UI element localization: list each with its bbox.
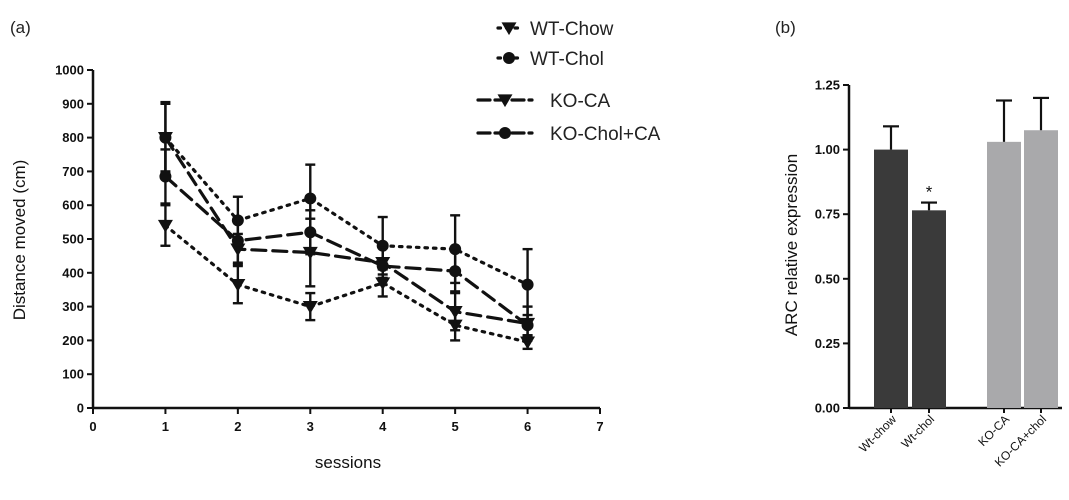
legend-label: WT-Chol bbox=[530, 49, 604, 70]
significance-annotation: * bbox=[926, 183, 933, 202]
panel-b-label: (b) bbox=[775, 18, 796, 37]
series-line bbox=[163, 136, 530, 287]
bar-y-tick-label: 0.25 bbox=[815, 336, 840, 351]
bar-y-tick-label: 0.00 bbox=[815, 401, 840, 416]
bar-y-axis-title: ARC relative expression bbox=[782, 154, 801, 336]
y-tick-label: 600 bbox=[62, 198, 84, 213]
panel-a-axes: 0 100 200 300 400 500 600 700 800 900 1000 0 1 2 3 4 5 6 7 bbox=[55, 63, 604, 435]
bar bbox=[874, 149, 908, 408]
legend-marker bbox=[501, 22, 517, 36]
legend-label: KO-Chol+CA bbox=[550, 124, 661, 145]
y-tick-label: 200 bbox=[62, 333, 84, 348]
panel-a-series bbox=[157, 100, 536, 351]
data-point bbox=[449, 243, 462, 256]
series-KO-Chol+CA bbox=[159, 148, 534, 337]
y-tick-label: 1000 bbox=[55, 63, 84, 78]
y-tick-label: 500 bbox=[62, 232, 84, 247]
x-axis-title: sessions bbox=[315, 453, 381, 472]
series-line bbox=[163, 174, 530, 327]
data-point bbox=[157, 219, 173, 233]
legend-item: WT-Chol bbox=[496, 49, 604, 70]
bar-y-tick-label: 1.00 bbox=[815, 142, 840, 157]
data-point bbox=[521, 278, 534, 291]
data-point bbox=[302, 300, 318, 314]
y-tick-label: 400 bbox=[62, 265, 84, 280]
x-tick-label: 5 bbox=[452, 419, 459, 434]
data-point bbox=[376, 260, 389, 273]
bar-category-label: Wt-chol bbox=[898, 412, 937, 451]
bar bbox=[1024, 130, 1058, 408]
bar-group: KO-CA bbox=[975, 99, 1021, 449]
bar bbox=[987, 141, 1021, 408]
legend-marker bbox=[497, 94, 513, 108]
data-point bbox=[230, 279, 246, 292]
legend-item: KO-Chol+CA bbox=[476, 124, 661, 145]
bar-y-tick-label: 0.75 bbox=[815, 207, 840, 222]
bar-category-label: Wt-chow bbox=[856, 412, 899, 455]
data-point bbox=[449, 265, 462, 278]
data-point bbox=[376, 239, 389, 252]
x-tick-label: 2 bbox=[234, 419, 241, 434]
panel-a-label: (a) bbox=[10, 18, 31, 37]
data-point bbox=[231, 234, 244, 247]
panel-a: (a) 0 100 200 300 400 500 600 700 800 900 1000 0 1 2 3… bbox=[10, 18, 661, 472]
data-point bbox=[304, 226, 317, 239]
legend-item: WT-Chow bbox=[496, 19, 614, 40]
bar bbox=[912, 210, 946, 408]
data-point bbox=[159, 170, 172, 183]
x-tick-label: 7 bbox=[596, 419, 603, 434]
data-point bbox=[157, 131, 173, 145]
x-tick-label: 4 bbox=[379, 419, 387, 434]
x-tick-label: 1 bbox=[162, 419, 169, 434]
series-line bbox=[163, 223, 530, 344]
legend-label: KO-CA bbox=[550, 91, 611, 112]
legend-marker bbox=[499, 127, 511, 139]
series-WT-Chow bbox=[157, 203, 536, 351]
legend-label: WT-Chow bbox=[530, 19, 614, 40]
bar-y-tick-label: 1.25 bbox=[815, 78, 840, 93]
bar-y-tick-label: 0.50 bbox=[815, 271, 840, 286]
legend-marker bbox=[503, 52, 515, 64]
x-tick-label: 3 bbox=[307, 419, 314, 434]
bar-group: Wt-chow bbox=[856, 125, 908, 455]
y-axis-title: Distance moved (cm) bbox=[10, 160, 29, 321]
data-point bbox=[304, 192, 317, 205]
x-tick-label: 0 bbox=[89, 419, 96, 434]
x-tick-label: 6 bbox=[524, 419, 531, 434]
y-tick-label: 0 bbox=[77, 401, 84, 416]
legend: WT-Chow WT-Chol KO-CA KO-Chol+CA bbox=[476, 19, 661, 145]
y-tick-label: 300 bbox=[62, 299, 84, 314]
y-tick-label: 100 bbox=[62, 367, 84, 382]
panel-b: (b) 0.00 0.25 0.50 0.75 1.00 1.25 Wt-chow Wt-c… bbox=[775, 18, 1062, 470]
data-point bbox=[521, 319, 534, 332]
y-tick-label: 800 bbox=[62, 130, 84, 145]
y-tick-label: 700 bbox=[62, 164, 84, 179]
series-line bbox=[163, 136, 530, 326]
legend-item: KO-CA bbox=[476, 91, 611, 112]
data-point bbox=[447, 306, 463, 319]
y-tick-label: 900 bbox=[62, 96, 84, 111]
